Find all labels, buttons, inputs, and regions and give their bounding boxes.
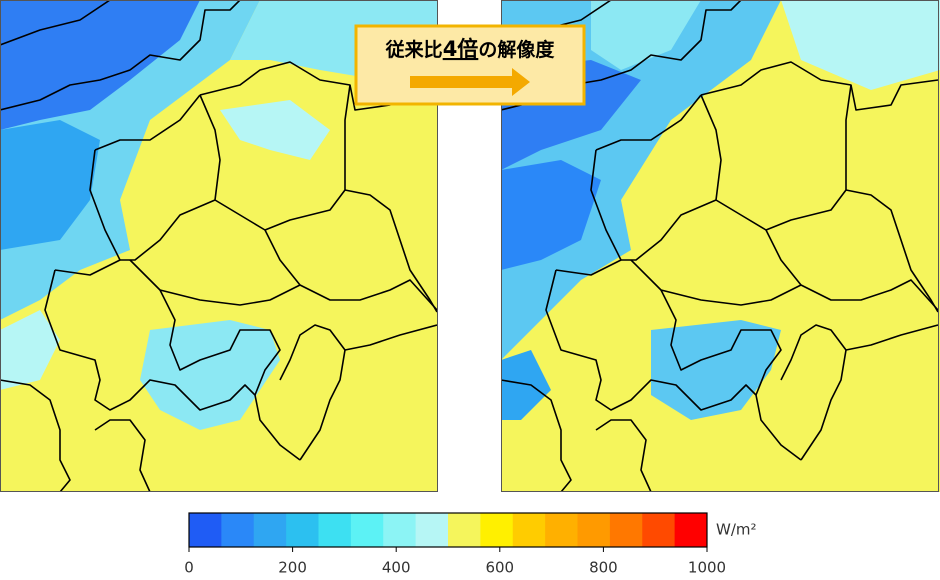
colorbar-tick-label: 400 (382, 559, 411, 577)
colorbar-cell (318, 513, 352, 547)
callout-suffix: の解像度 (478, 38, 555, 61)
colorbar-cell (221, 513, 255, 547)
callout-box (354, 24, 586, 106)
callout-text: 従来比4倍の解像度 (385, 37, 556, 61)
callout-prefix: 従来比 (385, 38, 443, 61)
colorbar: 0 200 400 600 800 1000 (184, 512, 726, 577)
colorbar-cell (545, 513, 578, 547)
callout-emphasis: 4倍 (443, 37, 479, 61)
panel-frame (501, 0, 939, 492)
colorbar-unit: W/m² (716, 521, 757, 539)
colorbar-cell (642, 513, 676, 547)
colorbar-cell (189, 513, 222, 547)
colorbar-cell (577, 513, 611, 547)
colorbar-cell (448, 513, 481, 547)
colorbar-cell (415, 513, 449, 547)
colorbar-cell (350, 513, 384, 547)
colorbar-tick-label: 200 (278, 559, 307, 577)
colorbar-cell (383, 513, 417, 547)
colorbar-cell (674, 513, 708, 547)
colorbar-frame (188, 512, 708, 548)
colorbar-tick-label: 0 (184, 559, 194, 577)
colorbar-cell (512, 513, 546, 547)
colorbar-tick-label: 600 (485, 559, 514, 577)
colorbar-cell (609, 513, 643, 547)
colorbar-cell (253, 513, 287, 547)
colorbar-cell (286, 513, 319, 547)
callout-arrow (410, 68, 530, 96)
colorbar-tick-label: 1000 (688, 559, 726, 577)
colorbar-tick-label: 800 (589, 559, 618, 577)
colorbar-cell (480, 513, 514, 547)
panel-frame (0, 0, 438, 492)
